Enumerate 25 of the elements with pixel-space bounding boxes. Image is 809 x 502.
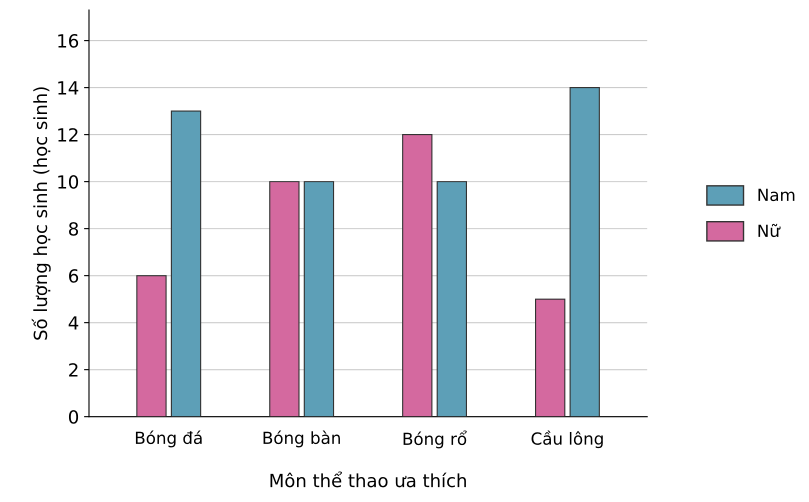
bar	[136, 275, 167, 417]
y-tick-label: 16	[58, 34, 78, 48]
y-tick-label: 10	[58, 175, 78, 189]
bar	[570, 87, 600, 417]
legend-label: Nữ	[758, 224, 781, 238]
x-axis-title: Môn thể thao ưa thích	[270, 472, 466, 488]
bar	[402, 134, 432, 417]
y-tick-label: 8	[69, 222, 78, 236]
bar	[535, 298, 566, 417]
y-tick-label: 6	[69, 269, 78, 283]
x-tick-label: Bóng đá	[136, 430, 202, 448]
y-tick-label: 2	[69, 363, 78, 377]
bar	[170, 110, 202, 417]
x-tick-label: Cầu lông	[532, 430, 603, 448]
bar	[269, 181, 300, 417]
bar	[304, 181, 334, 417]
legend-label: Nam	[758, 188, 794, 202]
y-tick-label: 12	[58, 128, 78, 142]
y-axis-title: Số lượng học sinh (học sinh)	[32, 87, 51, 340]
x-tick-label: Bóng rổ	[404, 430, 467, 448]
y-tick-label: 4	[68, 316, 78, 330]
y-tick-label: 14	[58, 81, 78, 94]
y-tick-label: 0	[68, 410, 78, 424]
bar	[436, 181, 467, 417]
x-tick-label: Bóng bàn	[264, 430, 340, 448]
